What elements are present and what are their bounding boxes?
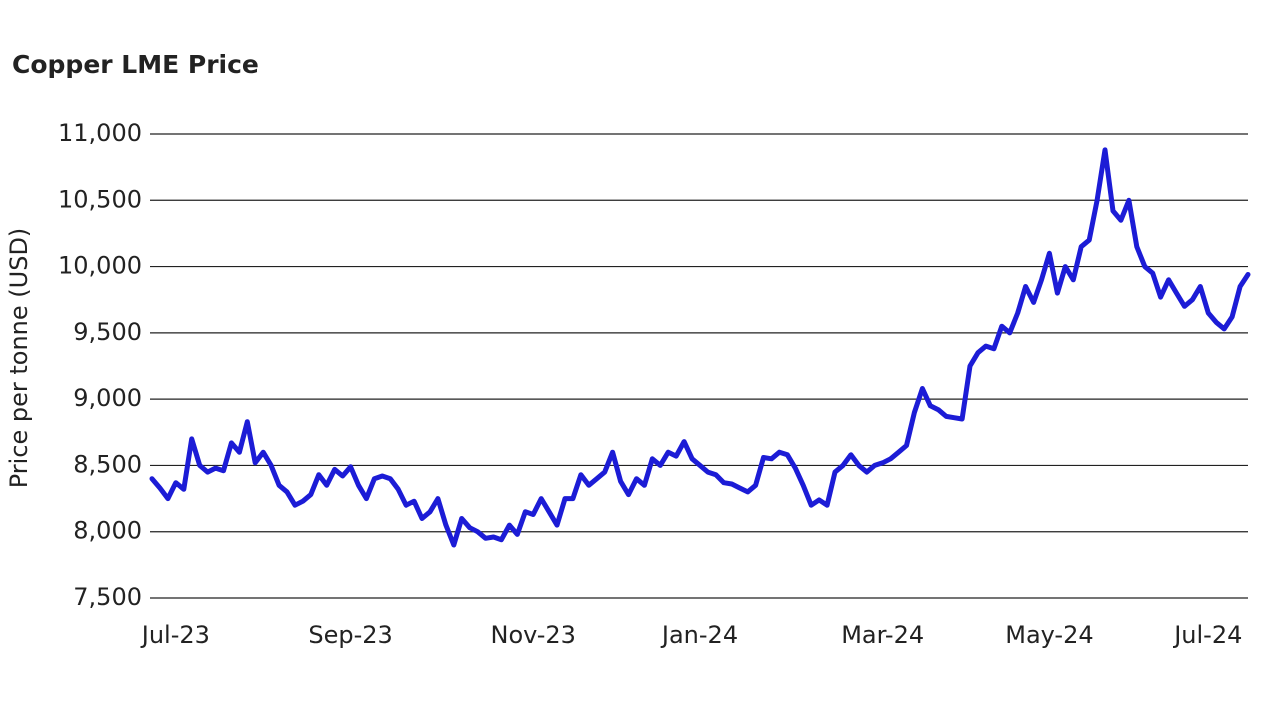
y-tick-label: 11,000 [58,119,142,147]
y-tick-label: 9,000 [73,384,142,412]
price-line [149,147,1251,548]
y-tick-label: 8,000 [73,517,142,545]
y-tick-label: 7,500 [73,583,142,611]
x-tick-label: Nov-23 [491,621,576,649]
y-tick-label: 10,500 [58,185,142,213]
y-tick-label: 10,000 [58,252,142,280]
x-tick-label: Jul-24 [1172,621,1242,649]
y-axis-label: Price per tonne (USD) [5,228,33,489]
x-tick-label: Jan-24 [660,621,738,649]
chart-title: Copper LME Price [12,50,259,79]
x-tick-label: Sep-23 [308,621,392,649]
x-tick-label: Mar-24 [841,621,924,649]
y-tick-label: 8,500 [73,450,142,478]
x-tick-label: May-24 [1005,621,1093,649]
x-tick-label: Jul-23 [140,621,210,649]
y-tick-label: 9,500 [73,318,142,346]
